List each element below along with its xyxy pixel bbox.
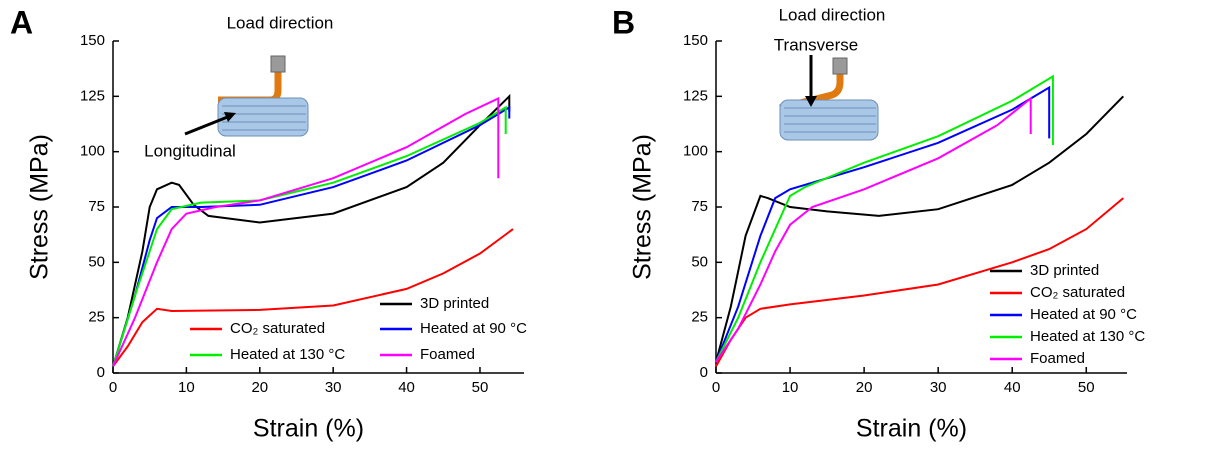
annotation: Load direction <box>779 5 886 24</box>
legend-label: Foamed <box>420 346 475 363</box>
y-tick-label: 100 <box>80 143 105 160</box>
y-tick-label: 75 <box>88 198 105 215</box>
x-tick-label: 30 <box>930 379 947 396</box>
x-tick-label: 50 <box>1078 379 1095 396</box>
x-tick-label: 20 <box>251 379 268 396</box>
inset-illustration-b <box>779 55 879 141</box>
y-tick-label: 75 <box>691 198 708 215</box>
x-axis-label: Strain (%) <box>253 415 364 443</box>
data-line <box>112 105 511 367</box>
data-line <box>715 96 1032 363</box>
x-tick-label: 0 <box>109 379 117 396</box>
x-tick-label: 40 <box>398 379 415 396</box>
x-tick-label: 30 <box>325 379 342 396</box>
data-line <box>715 74 1054 363</box>
plot-frame <box>715 40 1128 374</box>
x-tick-label: 0 <box>712 379 720 396</box>
x-axis-label: Strain (%) <box>856 415 967 443</box>
y-axis-label: Stress (MPa) <box>26 134 54 280</box>
annotation: Longitudinal <box>144 141 236 160</box>
y-tick-label: 50 <box>691 253 708 270</box>
x-tick-label: 50 <box>472 379 489 396</box>
y-tick-label: 25 <box>691 309 708 326</box>
y-tick-label: 0 <box>700 364 708 381</box>
x-tick-label: 10 <box>178 379 195 396</box>
y-tick-label: 100 <box>683 143 708 160</box>
panel-label: B <box>612 4 635 40</box>
legend-label: Heated at 130 °C <box>230 346 345 363</box>
x-tick-label: 10 <box>782 379 799 396</box>
legend-label: 3D printed <box>1030 262 1099 279</box>
legend-label: CO₂ saturated <box>1030 284 1125 301</box>
y-tick-label: 25 <box>88 309 105 326</box>
y-tick-label: 125 <box>80 87 105 104</box>
annotation: Transverse <box>774 35 858 54</box>
data-line <box>715 85 1051 363</box>
legend-label: Heated at 130 °C <box>1030 328 1145 345</box>
y-tick-label: 150 <box>683 32 708 49</box>
data-line <box>112 96 500 367</box>
legend-label: Foamed <box>1030 350 1085 367</box>
data-line <box>112 228 514 367</box>
data-line <box>715 95 1125 363</box>
legend-label: CO₂ saturated <box>230 320 325 337</box>
legend-label: Heated at 90 °C <box>1030 306 1137 323</box>
inset-illustration-a <box>184 55 309 137</box>
y-tick-label: 150 <box>80 32 105 49</box>
panel-label: A <box>10 4 33 40</box>
y-tick-label: 0 <box>97 364 105 381</box>
y-tick-label: 125 <box>683 87 708 104</box>
y-axis-label: Stress (MPa) <box>629 134 657 280</box>
x-tick-label: 40 <box>1004 379 1021 396</box>
x-tick-label: 20 <box>856 379 873 396</box>
legend-label: Heated at 90 °C <box>420 320 527 337</box>
annotation: Load direction <box>227 13 334 32</box>
legend-label: 3D printed <box>420 295 489 312</box>
y-tick-label: 50 <box>88 253 105 270</box>
